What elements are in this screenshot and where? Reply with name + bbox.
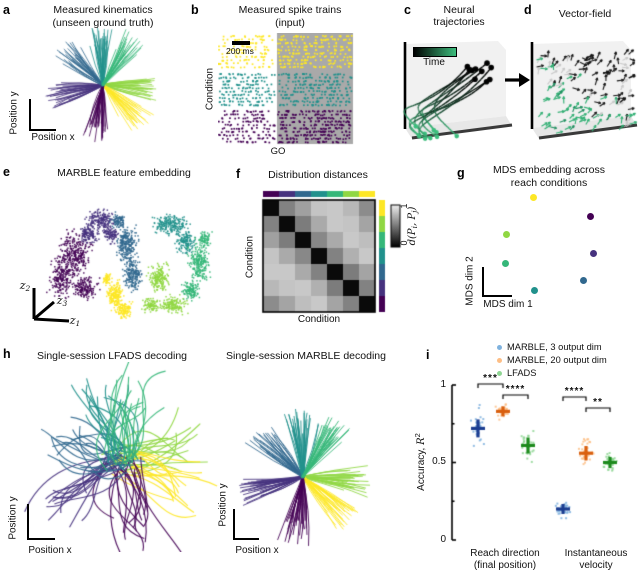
time-colorbar-label: Time [423, 57, 445, 68]
group1-label-line2: (final position) [473, 560, 537, 570]
significance-label: *** [483, 373, 498, 384]
marble-embedding-plot [22, 182, 227, 334]
legend-label-marble20: MARBLE, 20 output dim [507, 355, 607, 365]
panel-h-right-ylabel: Position y [217, 483, 229, 527]
legend-dot-lfads [497, 370, 502, 376]
mds-point [579, 277, 587, 285]
panel-f-xlabel: Condition [297, 314, 341, 325]
panel-b-title-line2: (input) [275, 17, 305, 29]
panel-g-axis-corner [482, 267, 512, 297]
panel-label-g: g [457, 166, 465, 180]
legend-item-lfads: LFADS [497, 367, 536, 379]
group1-label-line1: Reach direction [470, 548, 540, 559]
legend-item-marble20: MARBLE, 20 output dim [497, 354, 607, 366]
panel-a-title-line2: (unseen ground truth) [52, 17, 154, 29]
panel-label-h: h [3, 347, 11, 361]
arrow-icon [505, 73, 530, 87]
significance-label: **** [505, 384, 526, 395]
panel-label-c: c [404, 3, 411, 17]
panel-g-ylabel: MDS dim 2 [464, 256, 476, 306]
panel-c-title-line2: trajectories [433, 16, 485, 28]
group2-label-line2: velocity [579, 560, 613, 570]
time-colorbar [413, 47, 457, 57]
kinematics-plot [22, 28, 190, 146]
mds-point [529, 194, 537, 202]
panel-h-right-xlabel: Position x [235, 545, 279, 556]
accuracy-plot [448, 378, 640, 548]
group2-label-line1: Instantaneous [564, 548, 628, 559]
z2-axis-label: z2 [19, 279, 31, 293]
dist-colorbar-label: d(Pi, Pj) [407, 206, 419, 246]
spike-raster-plot [218, 33, 355, 146]
mds-point [501, 260, 509, 268]
mds-point [502, 230, 510, 238]
panel-a-title-line1: Measured kinematics [53, 4, 153, 16]
panel-i-ylabel: Accuracy, R2 [413, 433, 427, 491]
lfads-decoding-plot [22, 362, 234, 552]
panel-label-e: e [3, 165, 10, 179]
panel-g-title-line1: MDS embedding across [492, 164, 606, 176]
mds-plot [460, 188, 610, 306]
significance-label: **** [564, 386, 585, 397]
panel-label-a: a [3, 3, 10, 17]
panel-f-ylabel: Condition [244, 235, 256, 279]
distance-heatmap [258, 186, 403, 320]
z3-axis-label: z3 [56, 294, 68, 308]
panel-a-axis-corner [29, 99, 56, 131]
panel-e-axes-tripod [32, 288, 70, 323]
legend-dot-marble3 [497, 344, 502, 350]
panel-d-title: Vector-field [558, 8, 612, 20]
panel-a-xlabel: Position x [31, 132, 75, 143]
vector-field-plot [528, 38, 638, 144]
panel-g-xlabel: MDS dim 1 [483, 299, 533, 310]
scalebar [232, 41, 250, 45]
significance-label: ** [593, 397, 603, 408]
legend-dot-marble20 [497, 357, 502, 363]
panel-c-title-line1: Neural [443, 4, 475, 16]
mds-point [590, 250, 598, 258]
marble-decoding-plot [228, 360, 433, 555]
panel-label-b: b [191, 3, 199, 17]
panel-f-title: Distribution distances [268, 169, 368, 181]
ytick-1: 1 [440, 379, 446, 390]
panel-b-ylabel: Condition [204, 67, 216, 111]
panel-a-ylabel: Position y [8, 91, 20, 135]
panel-h-left-title: Single-session LFADS decoding [36, 350, 188, 362]
mds-point [530, 287, 538, 295]
ytick-0: 0 [440, 534, 446, 545]
panel-label-f: f [236, 167, 241, 181]
panel-h-left-axis-corner [27, 504, 55, 540]
panel-g-title-line2: reach conditions [510, 177, 588, 189]
panel-h-left-ylabel: Position y [7, 496, 19, 540]
legend-label-lfads: LFADS [507, 368, 537, 378]
z1-axis-label: z1 [69, 314, 81, 328]
panel-h-left-xlabel: Position x [28, 545, 72, 556]
legend-item-marble3: MARBLE, 3 output dim [497, 341, 602, 353]
panel-label-i: i [426, 348, 430, 362]
scalebar-label: 200 ms [226, 46, 254, 56]
legend-label-marble3: MARBLE, 3 output dim [507, 342, 602, 352]
panel-label-d: d [524, 3, 532, 17]
ytick-0p5: 0.5 [432, 456, 446, 467]
go-label: GO [270, 146, 286, 157]
panel-e-title: MARBLE feature embedding [57, 167, 191, 179]
panel-h-right-title: Single-session MARBLE decoding [226, 350, 386, 362]
panel-h-right-axis-corner [233, 509, 259, 540]
panel-b-title-line1: Measured spike trains [238, 4, 342, 16]
mds-point [586, 213, 594, 221]
